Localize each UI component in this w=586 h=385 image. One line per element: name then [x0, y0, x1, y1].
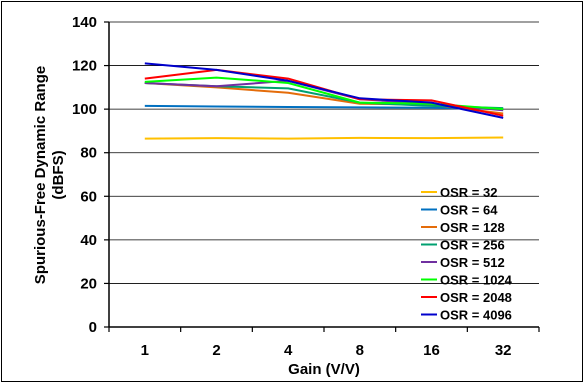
- series-line-osr-64: [144, 104, 504, 111]
- legend-label: OSR = 1024: [440, 273, 513, 288]
- legend-label: OSR = 4096: [440, 308, 512, 323]
- y-tick-label: 40: [80, 232, 97, 249]
- x-tick-label: 2: [212, 342, 220, 359]
- legend-label: OSR = 64: [440, 203, 498, 218]
- y-tick-label: 120: [72, 58, 97, 75]
- legend-label: OSR = 256: [440, 238, 505, 253]
- x-tick-label: 4: [284, 342, 293, 359]
- data-series: [144, 62, 504, 140]
- series-line-osr-4096: [144, 62, 504, 119]
- y-axis-title: Spurious-Free Dynamic Range: [32, 66, 49, 284]
- plot-area: [109, 22, 539, 327]
- gridlines: [109, 21, 539, 284]
- legend-item: OSR = 1024: [421, 273, 513, 288]
- x-axis-title: Gain (V/V): [288, 361, 360, 378]
- legend-label: OSR = 2048: [440, 290, 512, 305]
- legend-item: OSR = 512: [421, 255, 505, 270]
- legend-item: OSR = 4096: [421, 308, 512, 323]
- y-tick-label: 60: [80, 188, 97, 205]
- y-tick-label: 0: [89, 319, 97, 336]
- legend-label: OSR = 32: [440, 185, 497, 200]
- y-tick-label: 20: [80, 275, 97, 292]
- series-line-osr-32: [144, 136, 504, 140]
- legend-item: OSR = 128: [421, 220, 505, 235]
- x-tick-label: 16: [423, 342, 440, 359]
- y-tick-label: 80: [80, 145, 97, 162]
- legend: OSR = 32 OSR = 64 OSR = 128 OSR = 256 OSR = …: [421, 185, 513, 323]
- y-axis-title-unit: (dBFS): [50, 150, 67, 199]
- x-tick-label: 8: [356, 342, 364, 359]
- legend-item: OSR = 256: [421, 238, 505, 253]
- y-axis-ticks: 0 20 40 60 80 100 120 140: [72, 14, 109, 336]
- y-tick-label: 100: [72, 101, 97, 118]
- legend-item: OSR = 64: [421, 203, 498, 218]
- y-tick-label: 140: [72, 14, 97, 31]
- x-axis-ticks: 1 2 4 8 16 32: [108, 327, 540, 359]
- legend-item: OSR = 2048: [421, 290, 512, 305]
- legend-item: OSR = 32: [421, 185, 497, 200]
- x-tick-label: 1: [141, 342, 149, 359]
- legend-label: OSR = 512: [440, 255, 505, 270]
- x-tick-label: 32: [495, 342, 512, 359]
- legend-label: OSR = 128: [440, 220, 505, 235]
